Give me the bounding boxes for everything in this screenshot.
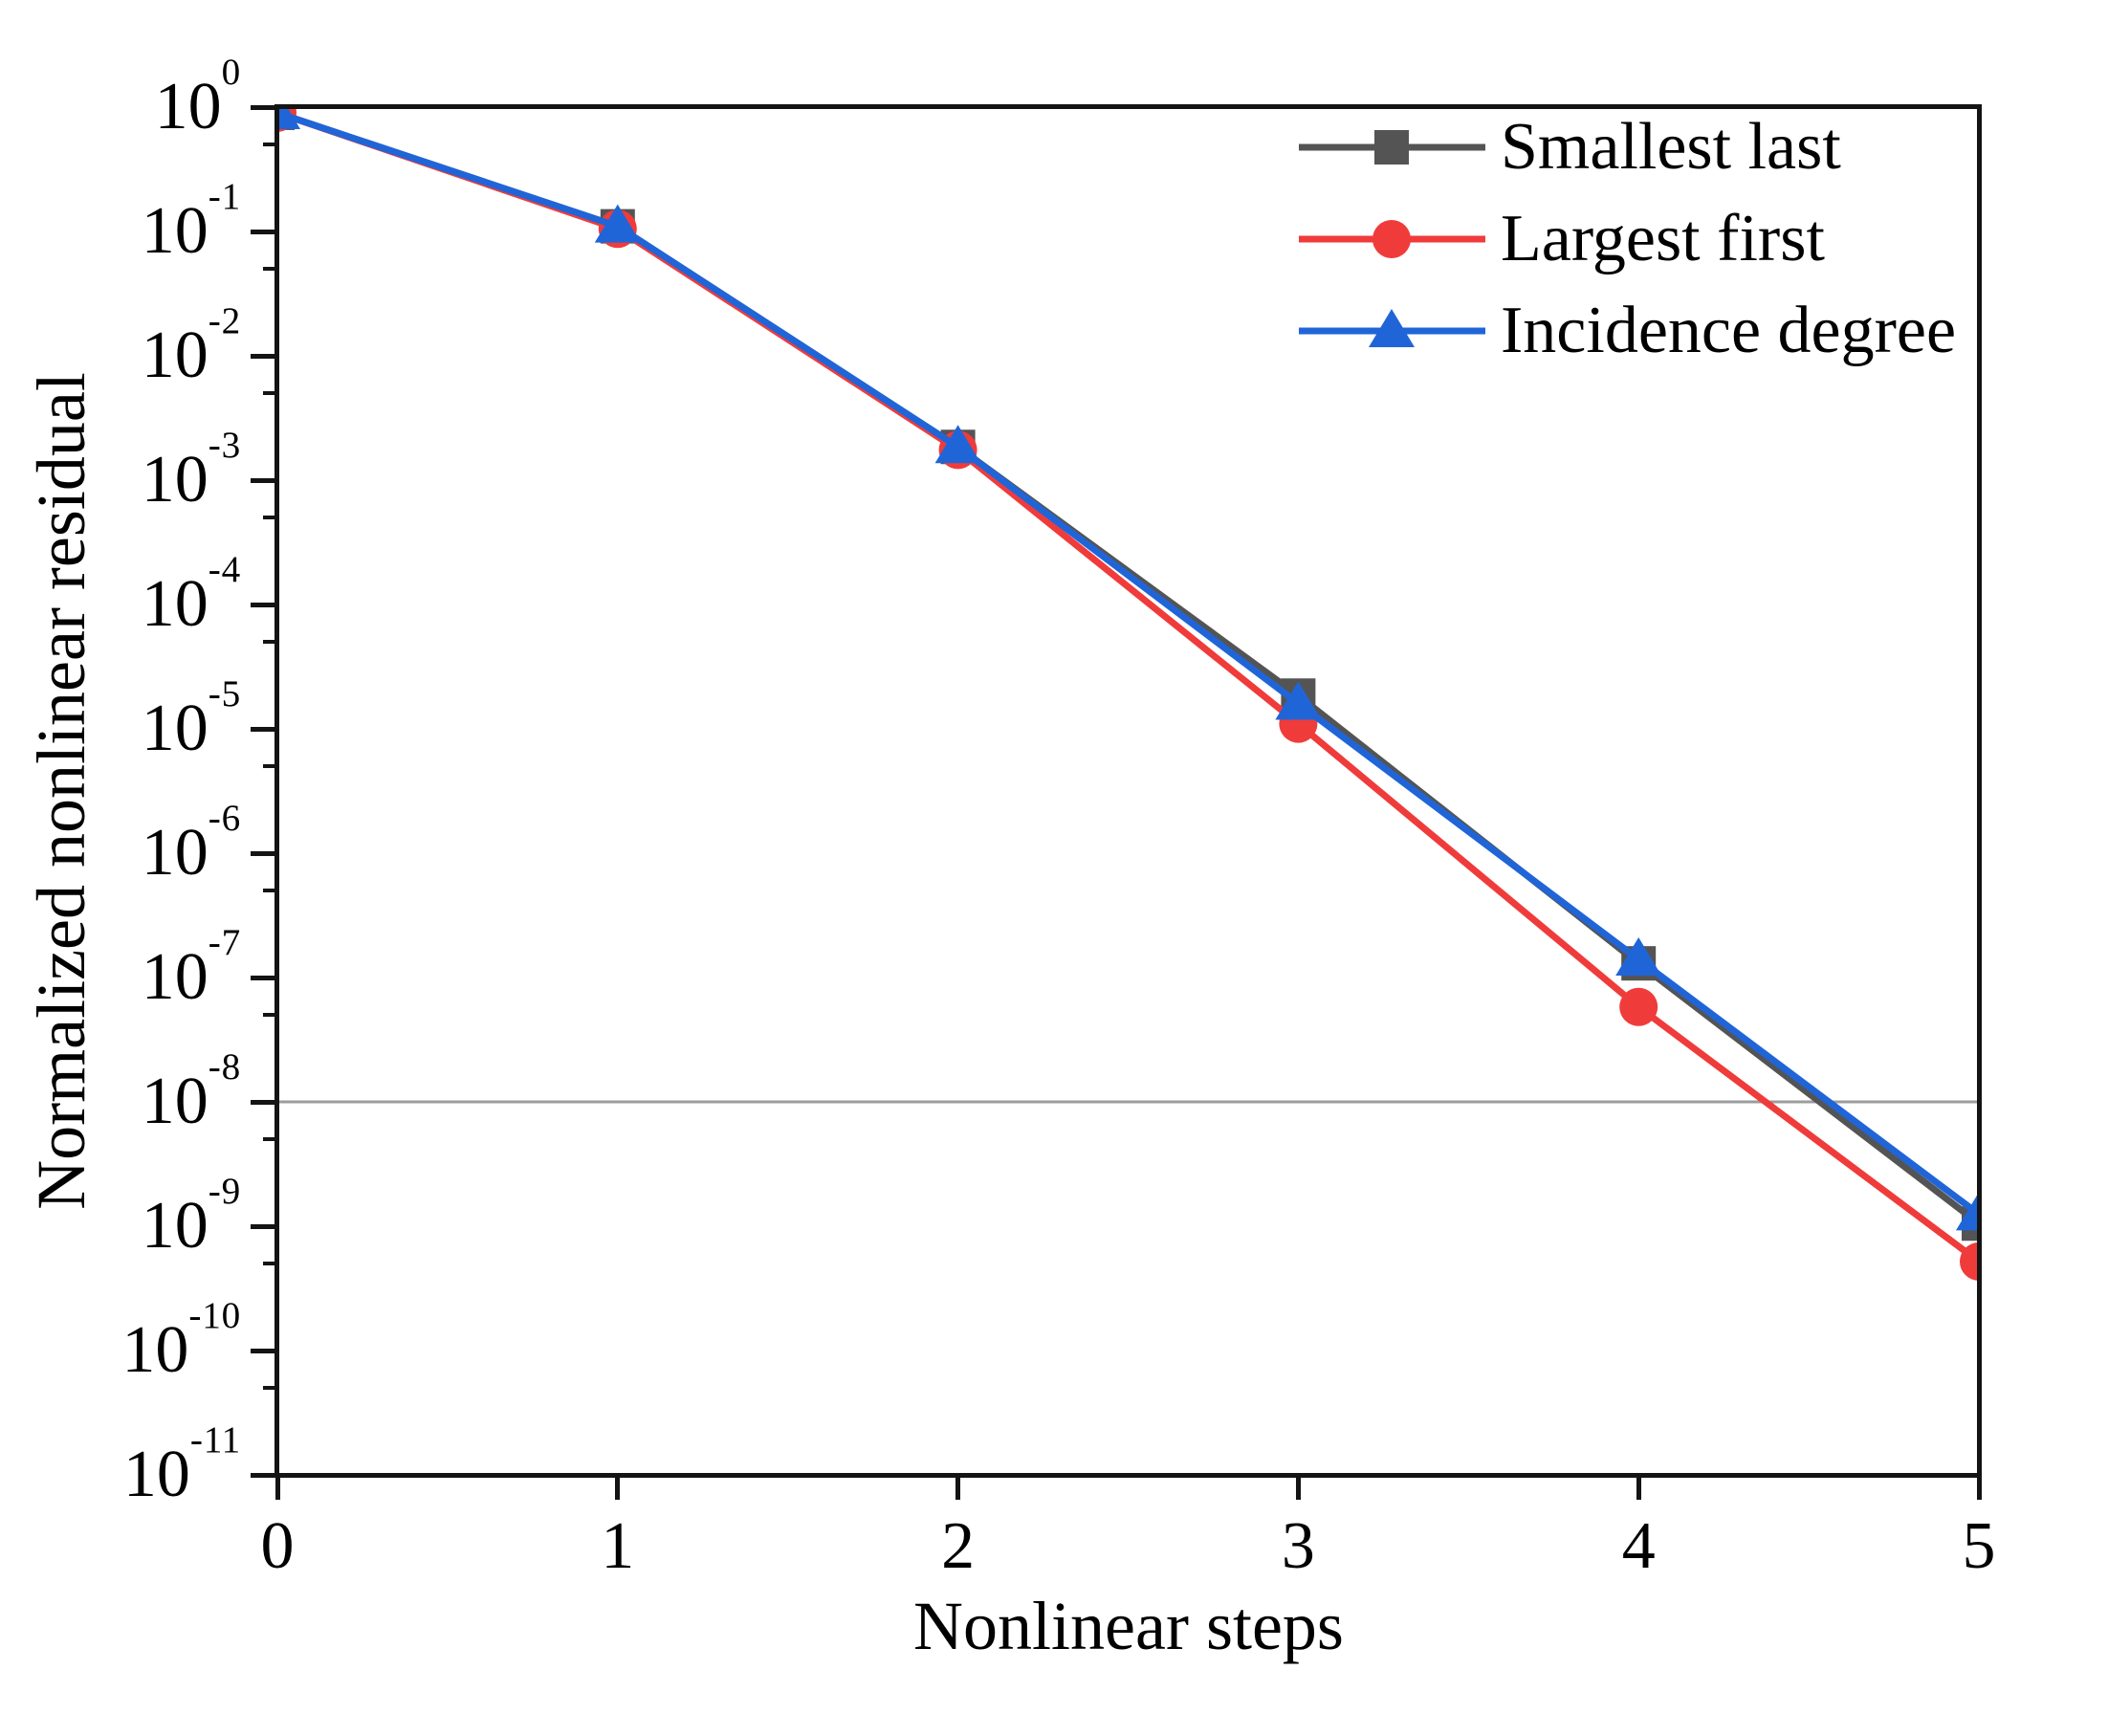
y-minor-tick: [263, 889, 277, 893]
legend-label: Largest first: [1501, 202, 1825, 275]
y-minor-tick: [263, 267, 277, 272]
x-tick-label: 0: [260, 1509, 295, 1583]
y-major-tick: [251, 353, 277, 359]
legend-label: Smallest last: [1501, 110, 1841, 184]
y-tick-label: 10-9: [141, 1171, 241, 1263]
legend-swatch-square: [1299, 130, 1485, 165]
y-minor-tick: [263, 1386, 277, 1391]
y-major-tick: [251, 975, 277, 980]
y-minor-tick: [263, 391, 277, 396]
y-major-tick: [251, 104, 277, 110]
y-minor-tick: [263, 143, 277, 147]
triangle-marker: [934, 425, 981, 464]
x-major-tick: [1636, 1475, 1641, 1500]
y-major-tick: [251, 1223, 277, 1229]
y-major-tick: [251, 602, 277, 607]
y-minor-tick: [263, 516, 277, 520]
triangle-marker: [1369, 309, 1415, 347]
y-tick-label: 10-7: [141, 922, 241, 1014]
y-tick-label: 10-8: [141, 1046, 241, 1138]
y-major-tick: [251, 229, 277, 234]
triangle-marker: [1956, 1192, 1979, 1231]
y-major-tick: [251, 726, 277, 732]
y-major-tick: [251, 1099, 277, 1105]
y-tick-label: 10-11: [122, 1419, 241, 1511]
legend-item: Smallest last: [1299, 101, 1956, 193]
legend-swatch-triangle: [1299, 309, 1485, 347]
y-minor-tick: [263, 1013, 277, 1018]
triangle-marker: [277, 107, 300, 129]
x-major-tick: [955, 1475, 961, 1500]
triangle-marker: [594, 204, 641, 243]
legend-label: Incidence degree: [1501, 294, 1957, 367]
square-marker: [1374, 130, 1409, 165]
y-tick-label: 10-10: [121, 1295, 241, 1387]
y-minor-tick: [263, 764, 277, 769]
x-major-tick: [1295, 1475, 1301, 1500]
x-tick-label: 4: [1621, 1509, 1656, 1583]
legend-swatch-circle: [1299, 220, 1485, 258]
y-major-tick: [251, 477, 277, 483]
y-major-tick: [251, 1472, 277, 1478]
y-minor-tick: [263, 1262, 277, 1266]
legend-item: Largest first: [1299, 193, 1956, 285]
triangle-marker: [1615, 937, 1662, 977]
series-line-triangle: [277, 109, 1979, 1218]
x-tick-label: 2: [941, 1509, 976, 1583]
y-tick-label: 10-1: [141, 176, 241, 268]
triangle-marker: [1275, 681, 1322, 720]
legend-item: Incidence degree: [1299, 285, 1956, 377]
y-major-tick: [251, 1348, 277, 1353]
y-tick-label: 10-5: [141, 673, 241, 765]
x-tick-label: 3: [1281, 1509, 1315, 1583]
y-tick-label: 10-4: [141, 549, 241, 641]
x-axis-title: Nonlinear steps: [913, 1588, 1344, 1664]
x-major-tick: [1976, 1475, 1982, 1500]
legend: Smallest last Largest first Incidence degr…: [1299, 101, 1956, 377]
x-major-tick: [274, 1475, 280, 1500]
x-tick-label: 1: [601, 1509, 635, 1583]
y-tick-label: 10-2: [141, 300, 241, 392]
circle-marker: [1372, 220, 1411, 258]
y-tick-label: 10-6: [141, 798, 241, 890]
circle-marker: [1619, 987, 1658, 1026]
y-minor-tick: [263, 1137, 277, 1142]
plot-area: [277, 107, 1979, 1281]
y-tick-label: 10-3: [141, 425, 241, 516]
x-tick-label: 5: [1962, 1509, 1996, 1583]
circle-marker: [1960, 1242, 1979, 1281]
y-minor-tick: [263, 640, 277, 645]
y-major-tick: [251, 850, 277, 856]
x-major-tick: [615, 1475, 621, 1500]
y-tick-label: 100: [154, 52, 241, 143]
